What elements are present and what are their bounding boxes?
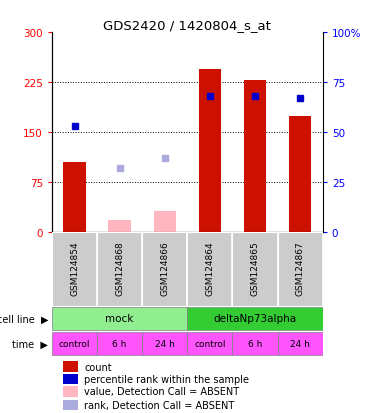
Bar [198,70,221,233]
Text: value, Detection Call = ABSENT: value, Detection Call = ABSENT [85,387,240,396]
Bar [63,400,78,410]
Bar [52,233,97,306]
Text: GSM124865: GSM124865 [250,240,260,295]
Bar [278,233,323,306]
Title: GDS2420 / 1420804_s_at: GDS2420 / 1420804_s_at [104,19,271,32]
Bar [63,374,78,384]
Text: 6 h: 6 h [248,339,262,348]
Bar [63,387,78,396]
Bar [187,332,233,355]
Bar [233,233,278,306]
Bar [187,307,323,330]
Bar [233,332,278,355]
Bar [278,332,323,355]
Bar [154,211,176,233]
Bar [52,332,97,355]
Text: percentile rank within the sample: percentile rank within the sample [85,374,249,384]
Text: control: control [59,339,90,348]
Text: count: count [85,362,112,372]
Bar [142,233,187,306]
Text: deltaNp73alpha: deltaNp73alpha [213,313,297,323]
Bar [63,361,78,372]
Text: GSM124867: GSM124867 [296,240,305,295]
Text: rank, Detection Call = ABSENT: rank, Detection Call = ABSENT [85,400,235,410]
Text: GSM124864: GSM124864 [206,240,214,295]
Bar [142,332,187,355]
Text: mock: mock [105,313,134,323]
Bar [97,332,142,355]
Text: 24 h: 24 h [290,339,310,348]
Bar [187,233,233,306]
Text: GSM124854: GSM124854 [70,240,79,295]
Text: GSM124866: GSM124866 [160,240,169,295]
Text: time  ▶: time ▶ [12,339,48,349]
Bar [244,81,266,233]
Text: control: control [194,339,226,348]
Text: 24 h: 24 h [155,339,175,348]
Bar [289,116,312,233]
Bar [63,163,86,233]
Text: 6 h: 6 h [112,339,127,348]
Text: cell line  ▶: cell line ▶ [0,313,48,323]
Bar [108,221,131,233]
Text: GSM124868: GSM124868 [115,240,124,295]
Bar [97,233,142,306]
Bar [52,307,187,330]
